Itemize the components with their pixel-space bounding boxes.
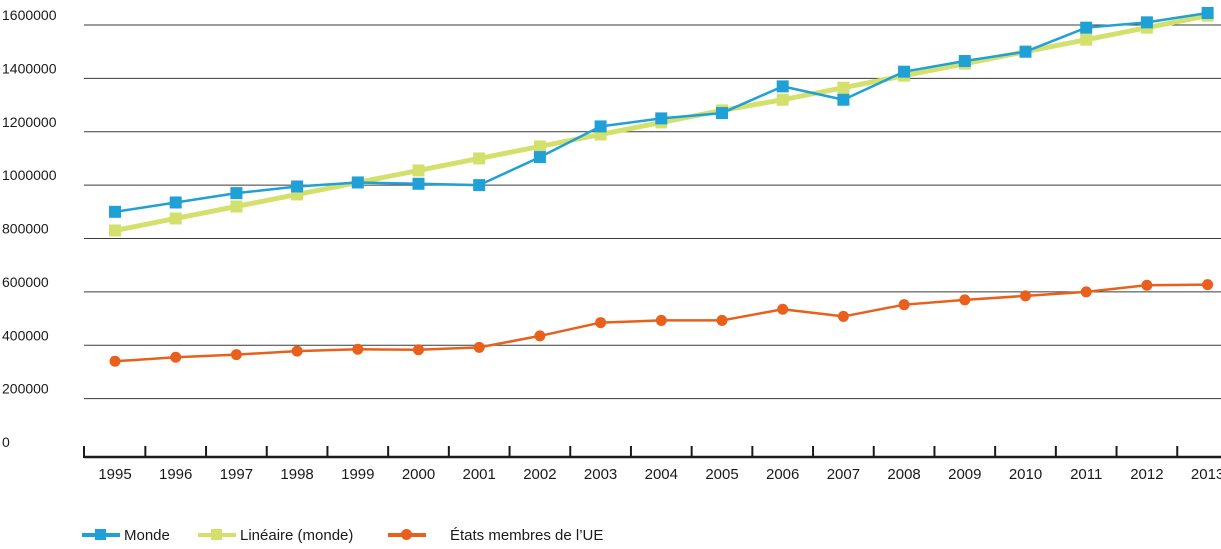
y-tick-label: 0 [2,434,10,450]
data-point [351,176,364,189]
data-point [533,140,546,153]
y-tick-label: 400000 [2,327,49,343]
data-point [776,93,789,106]
data-point [533,151,546,164]
series-layer [109,6,1214,367]
data-point [473,152,486,165]
data-point [291,180,304,193]
data-point [473,341,485,353]
grid-lines [84,24,1221,400]
data-point [655,314,667,326]
x-tick-label: 2004 [645,466,678,483]
x-tick-label: 2009 [948,466,981,483]
data-point [777,303,789,315]
data-point [109,355,121,367]
data-point [837,310,849,322]
x-tick-label: 1995 [98,466,131,483]
series-line [114,11,1208,214]
data-point [412,164,425,177]
x-tick-label: 2013 [1191,466,1221,483]
data-point [898,299,910,311]
y-tick-label: 1600000 [2,7,57,23]
data-point [776,80,789,93]
data-point [1020,290,1031,302]
data-point [230,200,243,213]
y-tick-label: 600000 [2,274,49,290]
data-point [109,205,121,218]
x-tick-label: 1996 [159,466,192,483]
x-tick-label: 1998 [280,466,313,483]
data-point [1202,279,1214,291]
y-tick-label: 200000 [2,381,49,397]
data-point [837,93,850,106]
x-tick-label: 2003 [584,466,617,483]
x-tick-label: 2010 [1009,466,1042,483]
data-point [716,314,728,326]
data-point [1080,33,1093,46]
data-point [412,177,425,190]
x-tick-label: 2002 [523,466,556,483]
data-point [170,351,182,363]
data-point [169,212,182,225]
y-axis-tick-labels: 0 200000 400000 600000 800000 1000000 1200000 1… [2,7,57,450]
x-tick-label: 2012 [1130,466,1163,483]
data-point [1080,286,1092,298]
data-point [230,187,243,200]
data-point [1140,16,1153,29]
data-point [958,55,971,68]
data-point [898,65,911,78]
series-1 [109,6,1214,218]
data-point [413,344,424,356]
data-point [230,349,242,361]
data-point [352,343,364,355]
data-point [1019,45,1032,58]
x-tick-label: 2006 [766,466,799,483]
y-tick-label: 1400000 [2,60,57,76]
x-tick-label: 2001 [463,466,496,483]
x-tick-label: 1997 [220,466,253,483]
data-point [716,107,728,120]
x-tick-label: 2011 [1070,466,1102,483]
data-point [959,294,971,306]
data-point [291,345,303,357]
x-tick-label: 2005 [705,466,738,483]
y-tick-label: 1000000 [2,167,57,183]
series-2 [109,279,1214,367]
data-point [1080,21,1093,34]
data-point [595,317,607,329]
data-point [1201,6,1214,19]
data-point [1141,279,1153,291]
data-point [169,196,182,209]
data-point [837,81,850,94]
x-tick-label: 2007 [827,466,860,483]
data-point [655,112,668,125]
x-tick-label: 2000 [402,466,435,483]
y-tick-label: 800000 [2,221,49,237]
data-point [109,224,121,237]
data-point [594,120,607,133]
data-point [534,330,546,342]
x-tick-label: 1999 [341,466,374,483]
data-point [473,179,486,192]
y-tick-label: 1200000 [2,114,57,130]
x-tick-label: 2008 [887,466,920,483]
x-axis: 1995 1996 1997 1998 1999 2000 2001 2002 2003 2004… [83,446,1221,483]
